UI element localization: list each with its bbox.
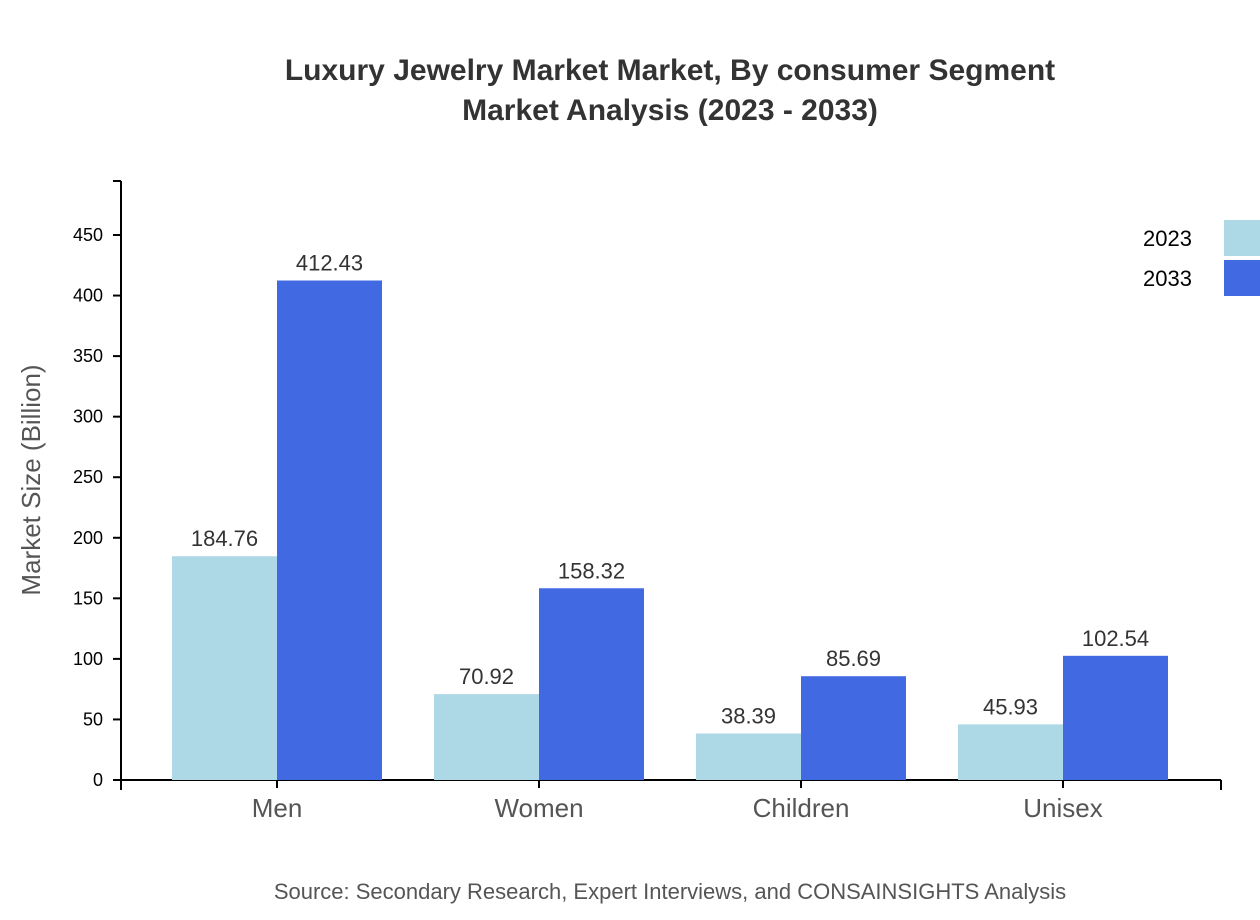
bars: 184.76 412.43 70.92 158.32 38.39 85.69 45.93 10… (172, 251, 1168, 780)
bar-2033-children (801, 676, 906, 780)
x-tick-label: Men (252, 793, 303, 823)
x-tick-label: Women (494, 793, 583, 823)
data-label: 70.92 (459, 664, 514, 689)
legend-label: 2023 (1143, 226, 1192, 251)
data-label: 38.39 (721, 704, 776, 729)
bar-2023-children (696, 733, 801, 780)
source-note: Source: Secondary Research, Expert Inter… (274, 879, 1066, 904)
y-tick-label: 50 (83, 709, 103, 729)
x-tick-label: Unisex (1023, 793, 1102, 823)
data-label: 412.43 (296, 251, 363, 276)
data-label: 184.76 (191, 526, 258, 551)
data-label: 102.54 (1082, 626, 1149, 651)
x-tick-label: Children (753, 793, 850, 823)
bar-2023-men (172, 556, 277, 780)
bar-2023-unisex (958, 724, 1063, 780)
legend-swatch-2033 (1224, 260, 1260, 296)
y-tick-label: 100 (73, 649, 103, 669)
y-axis-label: Market Size (Billion) (16, 364, 46, 595)
y-tick-label: 450 (73, 225, 103, 245)
y-tick-label: 400 (73, 286, 103, 306)
y-axis: 0 50 100 150 200 250 300 350 400 450 (73, 180, 122, 790)
legend-swatch-2023 (1224, 220, 1260, 256)
bar-2033-men (277, 280, 382, 780)
y-tick-label: 0 (93, 770, 103, 790)
bar-2033-women (539, 588, 644, 780)
chart-title-line-2: Market Analysis (2023 - 2033) (462, 94, 878, 127)
data-label: 158.32 (558, 558, 625, 583)
bar-2023-women (434, 694, 539, 780)
y-tick-label: 150 (73, 588, 103, 608)
y-tick-label: 200 (73, 528, 103, 548)
y-tick-label: 300 (73, 407, 103, 427)
data-label: 85.69 (826, 646, 881, 671)
y-tick-label: 350 (73, 346, 103, 366)
legend-label: 2033 (1143, 266, 1192, 291)
x-axis: Men Women Children Unisex (120, 779, 1222, 823)
chart-title-line-1: Luxury Jewelry Market Market, By consume… (285, 54, 1055, 87)
y-tick-label: 250 (73, 467, 103, 487)
data-label: 45.93 (983, 694, 1038, 719)
legend: 2023 2033 (1143, 220, 1260, 296)
bar-2033-unisex (1063, 655, 1168, 780)
